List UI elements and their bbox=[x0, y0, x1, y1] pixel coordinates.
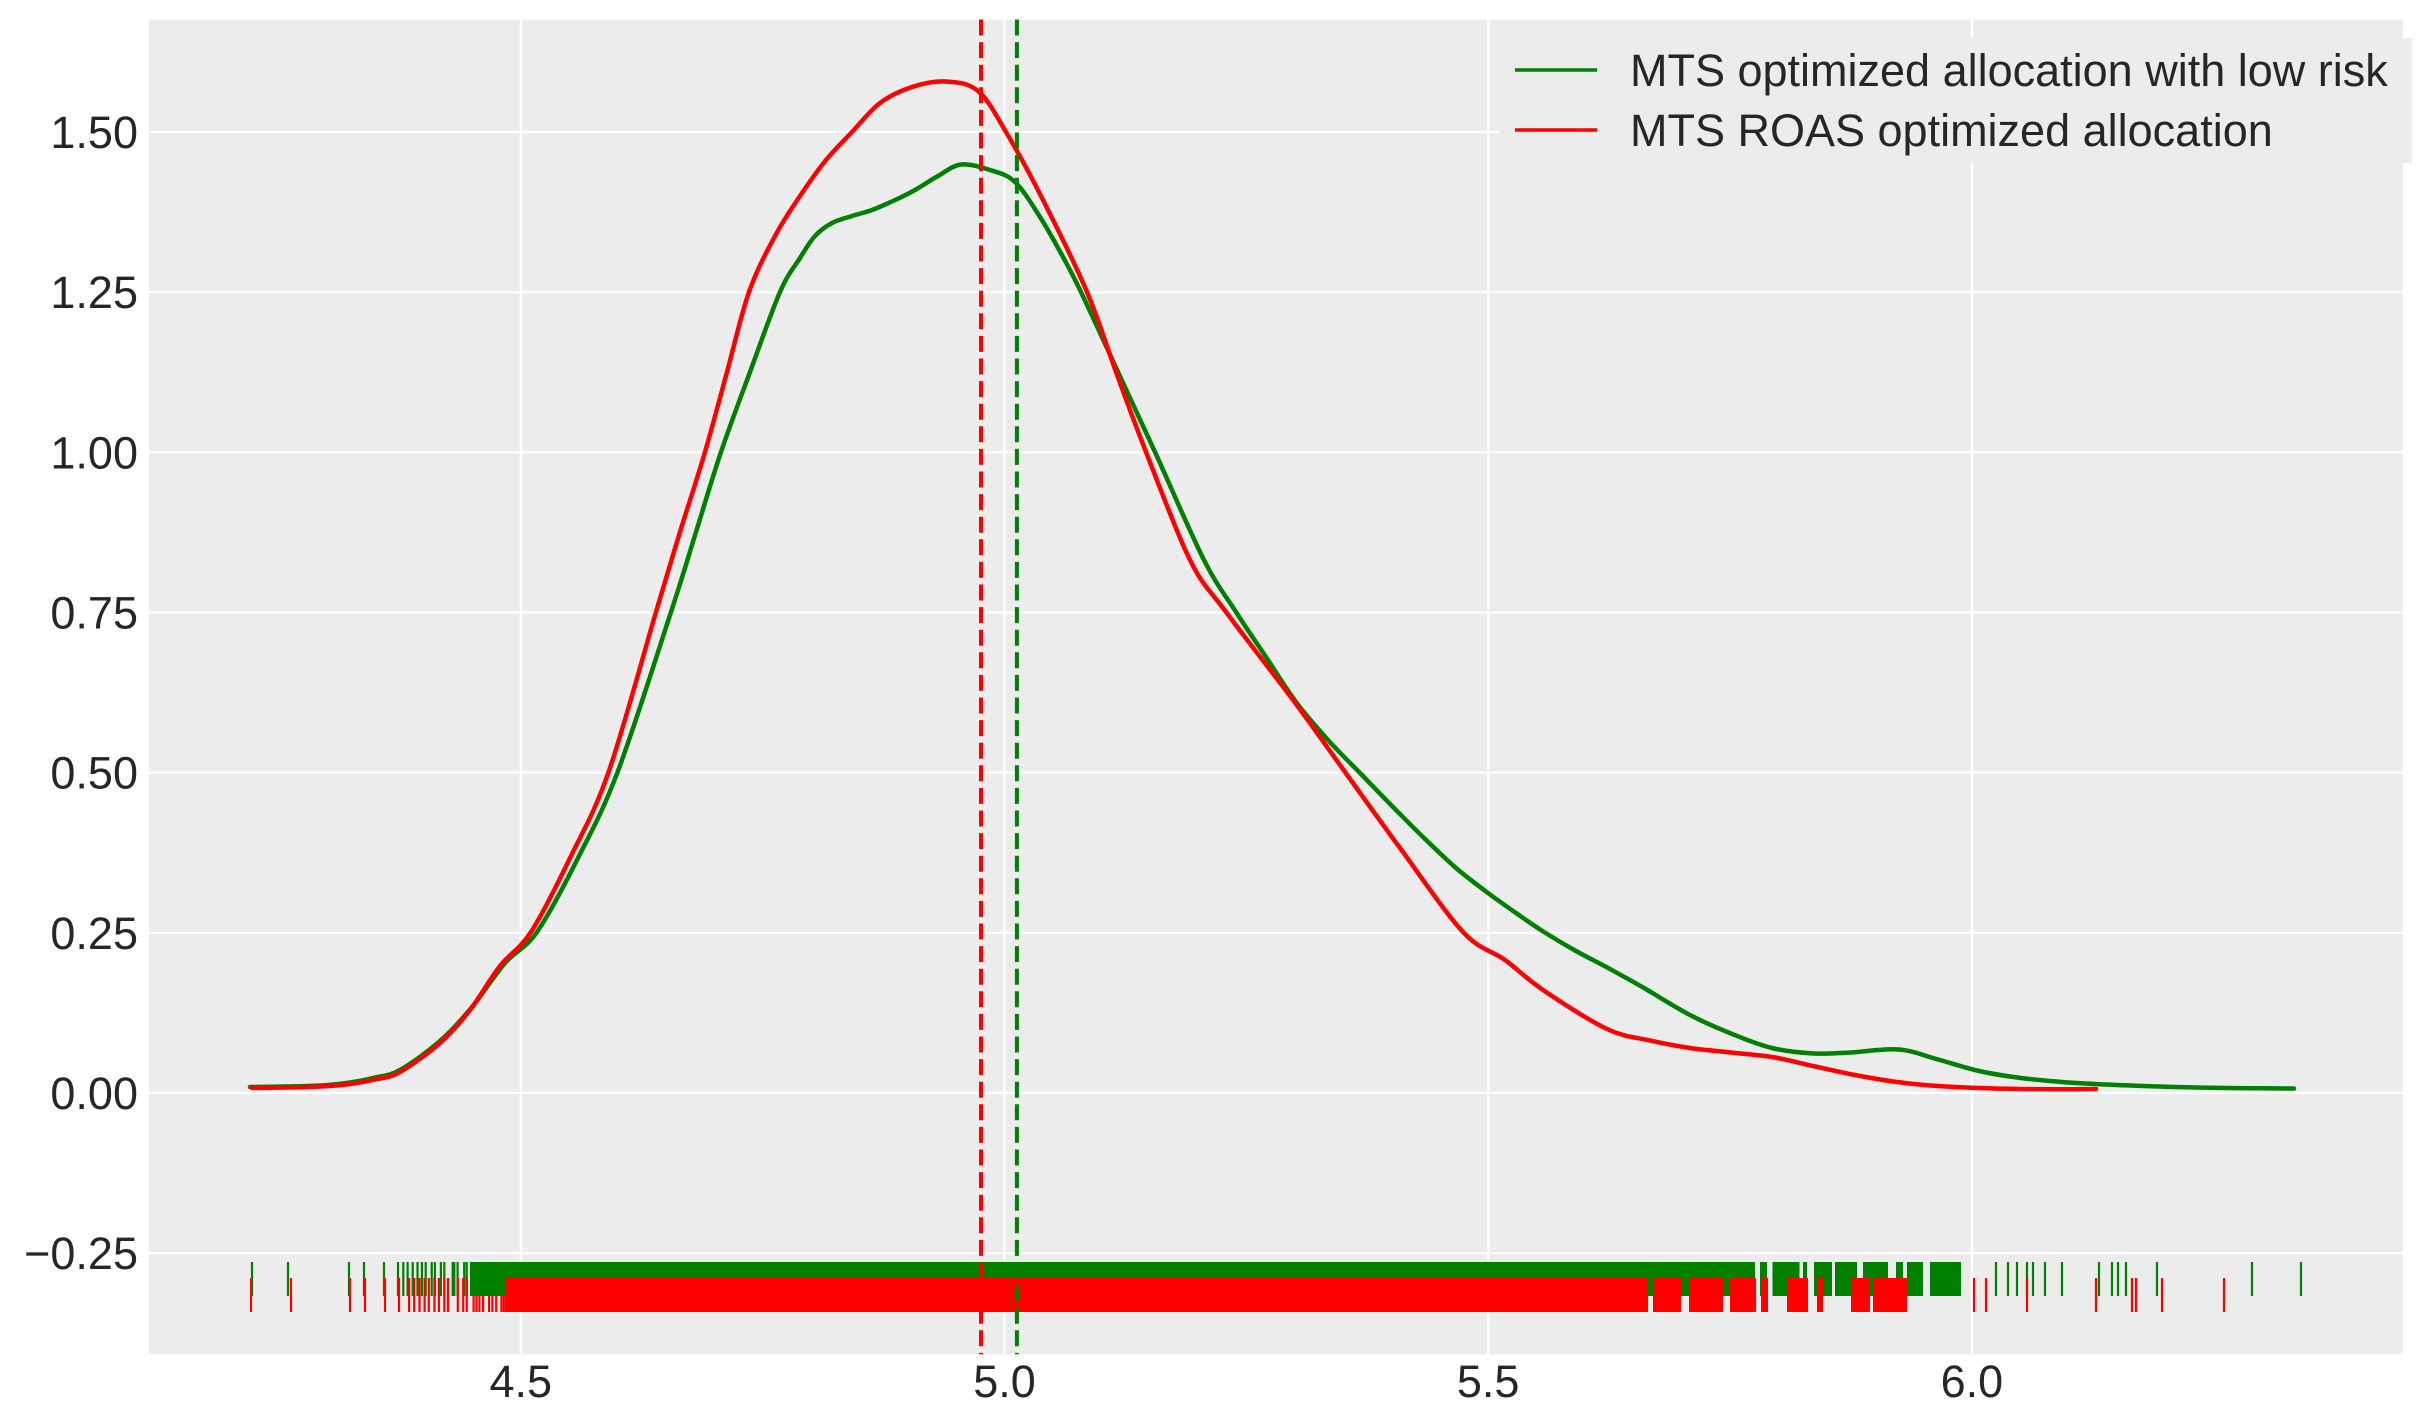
svg-text:4.5: 4.5 bbox=[490, 1356, 553, 1407]
svg-text:MTS ROAS optimized allocation: MTS ROAS optimized allocation bbox=[1630, 105, 2273, 156]
svg-text:1.00: 1.00 bbox=[50, 427, 138, 478]
svg-text:1.25: 1.25 bbox=[50, 267, 138, 318]
svg-text:1.50: 1.50 bbox=[50, 107, 138, 158]
svg-text:MTS optimized allocation with: MTS optimized allocation with low risk bbox=[1630, 45, 2388, 96]
svg-text:0.75: 0.75 bbox=[50, 588, 138, 639]
svg-text:0.00: 0.00 bbox=[50, 1068, 138, 1119]
svg-text:0.50: 0.50 bbox=[50, 748, 138, 799]
svg-text:5.5: 5.5 bbox=[1457, 1356, 1520, 1407]
svg-text:0.25: 0.25 bbox=[50, 908, 138, 959]
svg-text:5.0: 5.0 bbox=[973, 1356, 1036, 1407]
svg-text:6.0: 6.0 bbox=[1941, 1356, 2004, 1407]
svg-text:−0.25: −0.25 bbox=[24, 1228, 138, 1279]
